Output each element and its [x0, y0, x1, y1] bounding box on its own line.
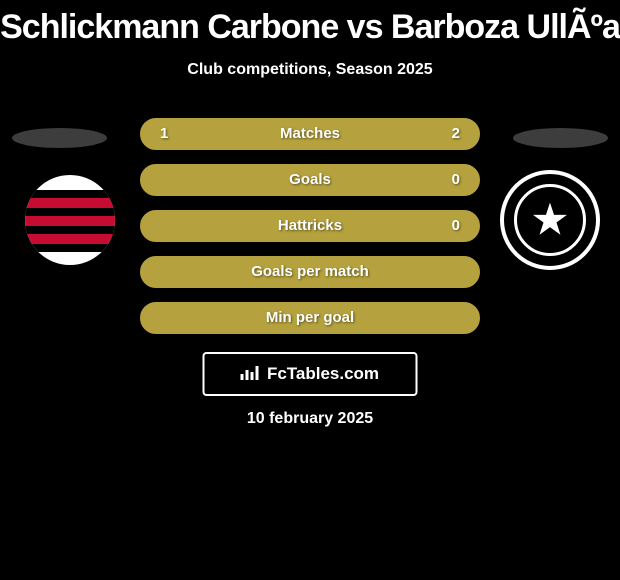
stat-right-value: 0: [452, 212, 460, 240]
stat-row-matches: 1 Matches 2: [140, 118, 480, 150]
stat-label: Goals per match: [142, 258, 478, 286]
stats-container: 1 Matches 2 Goals 0 Hattricks 0 Goals pe…: [140, 118, 480, 348]
brand-box: FcTables.com: [203, 352, 418, 396]
stat-row-min-per-goal: Min per goal: [140, 302, 480, 334]
stat-right-value: 0: [452, 166, 460, 194]
stat-label: Goals: [142, 166, 478, 194]
player-shadow-left: [12, 128, 107, 148]
stat-label: Hattricks: [142, 212, 478, 240]
player-shadow-right: [513, 128, 608, 148]
page-title: Schlickmann Carbone vs Barboza UllÃºa: [0, 0, 620, 47]
team-logo-right: ★: [500, 170, 600, 270]
stat-label: Matches: [142, 120, 478, 148]
stat-row-goals-per-match: Goals per match: [140, 256, 480, 288]
botafogo-logo-icon: ★: [500, 170, 600, 270]
stat-row-goals: Goals 0: [140, 164, 480, 196]
team-logo-left: [20, 170, 120, 270]
chart-icon: [241, 364, 261, 385]
subtitle: Club competitions, Season 2025: [0, 61, 620, 79]
brand-text: FcTables.com: [267, 364, 379, 384]
stat-label: Min per goal: [142, 304, 478, 332]
date-label: 10 february 2025: [0, 410, 620, 428]
stat-right-value: 2: [452, 120, 460, 148]
stat-row-hattricks: Hattricks 0: [140, 210, 480, 242]
flamengo-logo-icon: [20, 170, 120, 270]
